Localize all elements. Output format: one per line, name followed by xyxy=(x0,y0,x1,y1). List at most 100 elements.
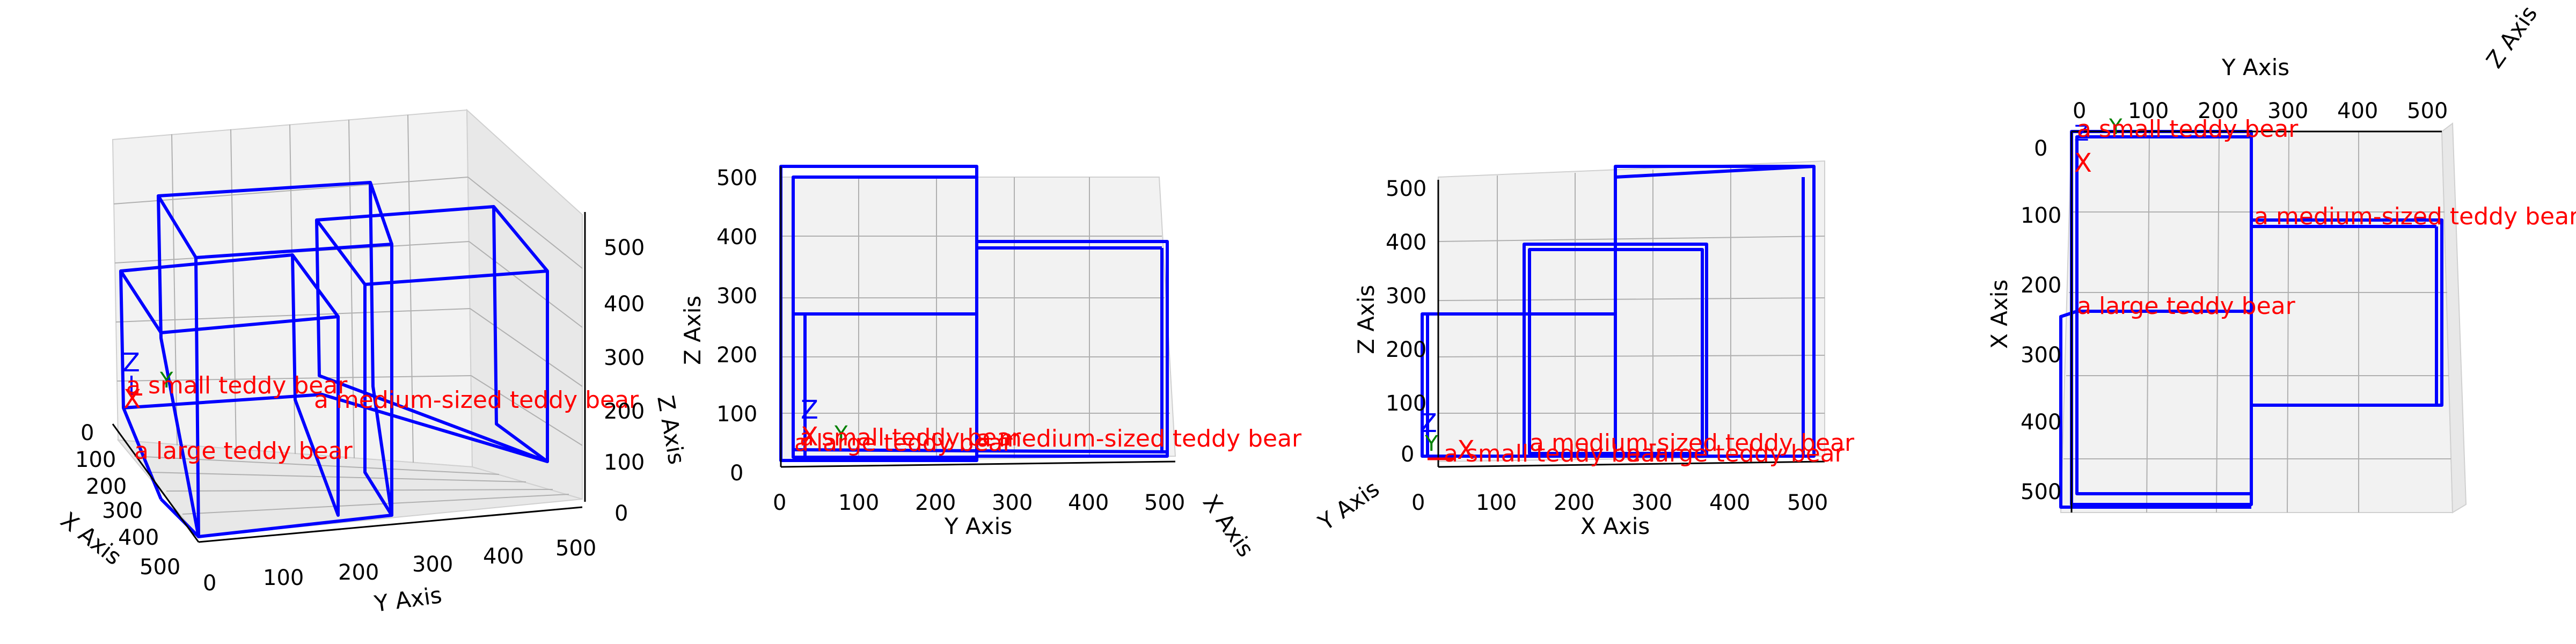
panel-4-x-ticks: 0 100 200 300 400 500 xyxy=(2021,136,2061,504)
panel-3-label-large-teddy-bear: a large teddy bear xyxy=(1626,440,1845,467)
panel-1-triad-z: Z xyxy=(122,348,140,378)
panel-2-y-tick: 400 xyxy=(1068,491,1109,515)
panel-3-x-tick: 500 xyxy=(1787,491,1828,515)
panel-1-box-edge xyxy=(363,284,393,516)
panel-4-y-tick: 0 xyxy=(2073,99,2086,123)
panel-4-x-tick: 300 xyxy=(2021,343,2061,368)
panel-4-y-axis-label: Y Axis xyxy=(2221,54,2289,80)
panel-1-box-edge xyxy=(315,219,549,463)
panel-1-x-tick: 0 xyxy=(80,421,94,445)
panel-2-grid xyxy=(781,177,1170,460)
panel-3-z-tick: 100 xyxy=(1386,391,1426,416)
panel-1-z-ticks: 0 100 200 300 400 500 xyxy=(604,236,645,526)
panel-3-z-tick: 200 xyxy=(1386,338,1426,362)
panel-4-x-tick: 200 xyxy=(2021,273,2061,298)
panel-4-x-axis-label: X Axis xyxy=(1986,280,2012,349)
panel-1-y-tick: 0 xyxy=(203,571,216,596)
panel-2-z-ticks: 0 100 200 300 400 500 xyxy=(716,166,757,486)
panel-4-x-tick: 100 xyxy=(2021,203,2061,228)
panel-1-x-ticks: 0 100 200 300 400 500 xyxy=(75,421,180,580)
panel-4-x-tick: 400 xyxy=(2021,410,2061,435)
panel-3-x-tick: 200 xyxy=(1554,491,1594,515)
panel-1-box-edge xyxy=(291,254,340,517)
panel-4-label-large-teddy-bear: a large teddy bear xyxy=(2077,292,2296,320)
panel-1-z-tick: 300 xyxy=(604,346,645,370)
panel-1-y-axis-label: Y Axis xyxy=(372,582,444,617)
panel-3-triad-x: X xyxy=(1457,435,1475,465)
panel-4-y-tick: 400 xyxy=(2337,99,2378,123)
panel-4-y-tick: 300 xyxy=(2267,99,2308,123)
panel-2-y-tick: 200 xyxy=(915,491,956,515)
panel-1-box-edge xyxy=(492,206,548,463)
panel-2-label-medium-teddy-bear: a medium-sized teddy bear xyxy=(977,425,1302,452)
panel-4-y-tick: 500 xyxy=(2407,99,2448,123)
panel-1-x-tick: 500 xyxy=(140,555,180,580)
panel-2-y-tick: 300 xyxy=(992,491,1033,515)
panel-1-boxes xyxy=(119,181,549,538)
panel-1-x-tick: 400 xyxy=(118,525,159,550)
panel-4-y-ticks: 0 100 200 300 400 500 xyxy=(2073,99,2448,123)
panel-4-triad-y: Y xyxy=(2109,115,2123,140)
panel-4-triad-z: Z xyxy=(2074,121,2089,146)
panel-3-z-axis-label: Z Axis xyxy=(1353,285,1379,354)
panel-1-y-tick: 500 xyxy=(555,536,596,561)
panel-3-xz-view: Z X Y a small teddy bear a medium-sized … xyxy=(1313,160,1855,539)
panel-2-box-edge xyxy=(793,448,1168,453)
panel-4-triad-x: X xyxy=(2074,148,2092,178)
panel-3-z-ticks: 0 100 200 300 400 500 xyxy=(1386,177,1426,467)
panel-4-x-tick: 500 xyxy=(2021,480,2061,504)
panel-1-triad-y: Y xyxy=(159,368,173,393)
panel-1-z-tick: 100 xyxy=(604,450,645,475)
panel-1-y-tick: 300 xyxy=(412,552,453,577)
panel-1-x-tick: 300 xyxy=(102,499,143,523)
panel-2-triad-y: Y xyxy=(834,422,848,447)
panel-3-label-small-teddy-bear: a small teddy bear xyxy=(1444,440,1665,467)
panel-1-triad-x: X xyxy=(123,384,141,414)
panel-1-label-small-teddy-bear: a small teddy bear xyxy=(126,372,348,399)
panel-3-z-tick: 0 xyxy=(1401,442,1414,467)
panel-3-label-medium-teddy-bear: a medium-sized teddy bear xyxy=(1529,429,1855,457)
panel-3-x-axis-label: X Axis xyxy=(1580,513,1650,539)
panel-1-y-axis-line xyxy=(198,506,583,543)
panel-1-z-axis-label: Z Axis xyxy=(652,393,690,466)
panel-1-z-tick: 0 xyxy=(614,501,628,526)
panel-1-label-medium-teddy-bear: a medium-sized teddy bear xyxy=(314,386,639,414)
panel-1-label-large-teddy-bear: a large teddy bear xyxy=(134,437,353,465)
panel-4-x-tick: 0 xyxy=(2034,136,2047,161)
panel-1-y-ticks: 0 100 200 300 400 500 xyxy=(203,536,596,596)
panel-2-y-tick: 500 xyxy=(1144,491,1185,515)
panel-2-triad-x: X xyxy=(801,422,818,452)
panel-2-z-tick: 400 xyxy=(716,225,757,250)
panel-2-y-axis-line xyxy=(780,460,1176,468)
panel-1-box-edge xyxy=(159,497,392,538)
panel-3-x-axis-line xyxy=(1438,460,1825,468)
panel-4-grid xyxy=(2063,131,2451,513)
panel-3-x-ticks: 0 100 200 300 400 500 xyxy=(1411,491,1828,515)
panel-2-z-tick: 300 xyxy=(716,284,757,309)
panel-3-z-tick: 300 xyxy=(1386,284,1426,309)
panel-3-z-tick: 400 xyxy=(1386,230,1426,255)
panel-1-box-edge xyxy=(123,393,548,463)
panel-1-side-pane xyxy=(466,108,583,500)
panel-1-z-tick: 400 xyxy=(604,292,645,317)
panel-4-back-pane xyxy=(2060,131,2454,513)
panel-3-x-tick: 0 xyxy=(1411,491,1425,515)
panel-4-top-view: X Y Z a small teddy bear a medium-sized … xyxy=(1986,1,2576,514)
panel-3-grid xyxy=(1438,166,1825,460)
panel-4-y-tick: 200 xyxy=(2198,99,2238,123)
panel-3-z-tick: 500 xyxy=(1386,177,1426,201)
panel-4-box xyxy=(2250,218,2443,407)
panel-3-x-tick: 400 xyxy=(1709,491,1750,515)
panel-1-z-tick: 500 xyxy=(604,236,645,260)
panel-2-z-tick: 200 xyxy=(716,343,757,368)
panel-3-boxes xyxy=(1421,165,1816,458)
panel-1-y-tick: 100 xyxy=(263,566,304,590)
panel-2-y-ticks: 0 100 200 300 400 500 xyxy=(773,491,1185,515)
panel-4-box-edge xyxy=(2059,310,2251,509)
panel-2-z-axis-label: Z Axis xyxy=(679,296,706,365)
panel-3-y-axis-label: Y Axis xyxy=(1313,475,1384,536)
panel-2-x-axis-label: X Axis xyxy=(1198,490,1259,562)
panel-1-x-tick: 100 xyxy=(75,448,116,472)
panel-3-triad-z: Z xyxy=(1419,408,1437,438)
